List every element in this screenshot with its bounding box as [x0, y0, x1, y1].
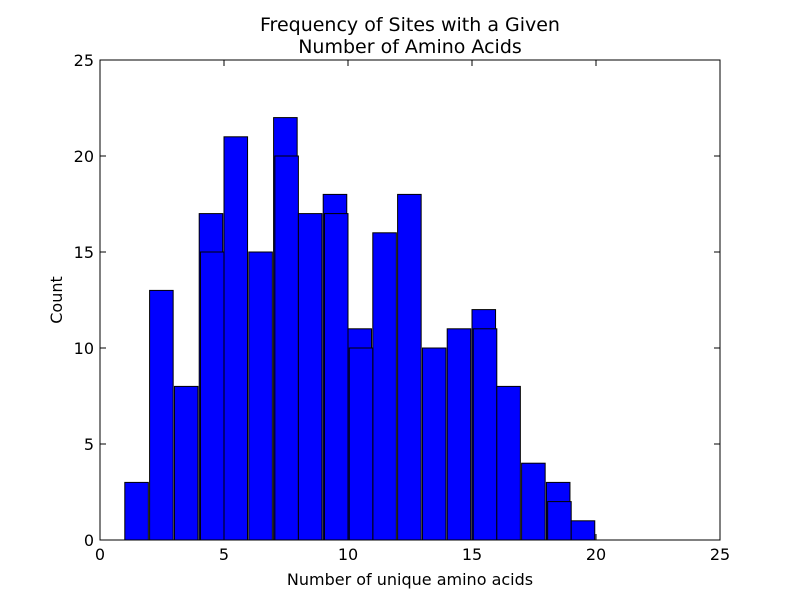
y-tick-label: 10	[74, 339, 94, 358]
x-tick-label: 20	[586, 545, 606, 564]
histogram-bar	[297, 213, 323, 541]
histogram-bar	[274, 155, 299, 541]
histogram-bar	[348, 347, 374, 541]
x-tick-label: 10	[338, 545, 358, 564]
histogram-bar	[421, 347, 447, 541]
histogram-bar	[173, 385, 199, 541]
chart-title-line-2: Number of Amino Acids	[298, 36, 522, 58]
histogram-bar	[472, 328, 498, 541]
y-tick-label: 5	[84, 435, 94, 454]
histogram-bar	[372, 232, 397, 541]
histogram-bar	[446, 328, 472, 541]
y-tick-label: 25	[74, 51, 94, 70]
x-axis-label: Number of unique amino acids	[287, 570, 533, 589]
y-axis-label: Count	[47, 276, 66, 324]
histogram-bar	[496, 385, 521, 541]
histogram-bar	[149, 289, 174, 541]
x-tick-label: 25	[710, 545, 730, 564]
histogram-bar	[521, 462, 546, 541]
plot-frame	[99, 59, 721, 541]
y-axis-ticks: 0 5 10 15 20 25	[74, 51, 720, 550]
x-axis-ticks: 0 5 10 15 20 25	[95, 60, 730, 564]
histogram-bar	[570, 520, 596, 541]
histogram-bar	[547, 501, 572, 541]
y-tick-label: 15	[74, 243, 94, 262]
histogram-bar	[199, 251, 225, 541]
x-tick-label: 0	[95, 545, 105, 564]
bars-group	[124, 117, 596, 541]
y-tick-label: 0	[84, 531, 94, 550]
x-tick-label: 15	[462, 545, 482, 564]
y-tick-label: 20	[74, 147, 94, 166]
histogram-bar	[248, 251, 273, 541]
chart-title-line-1: Frequency of Sites with a Given	[260, 14, 560, 36]
histogram-bar	[397, 193, 422, 541]
histogram-bar	[124, 481, 149, 541]
histogram-bar	[223, 136, 249, 541]
x-tick-label: 5	[219, 545, 229, 564]
histogram-bar	[323, 213, 349, 541]
